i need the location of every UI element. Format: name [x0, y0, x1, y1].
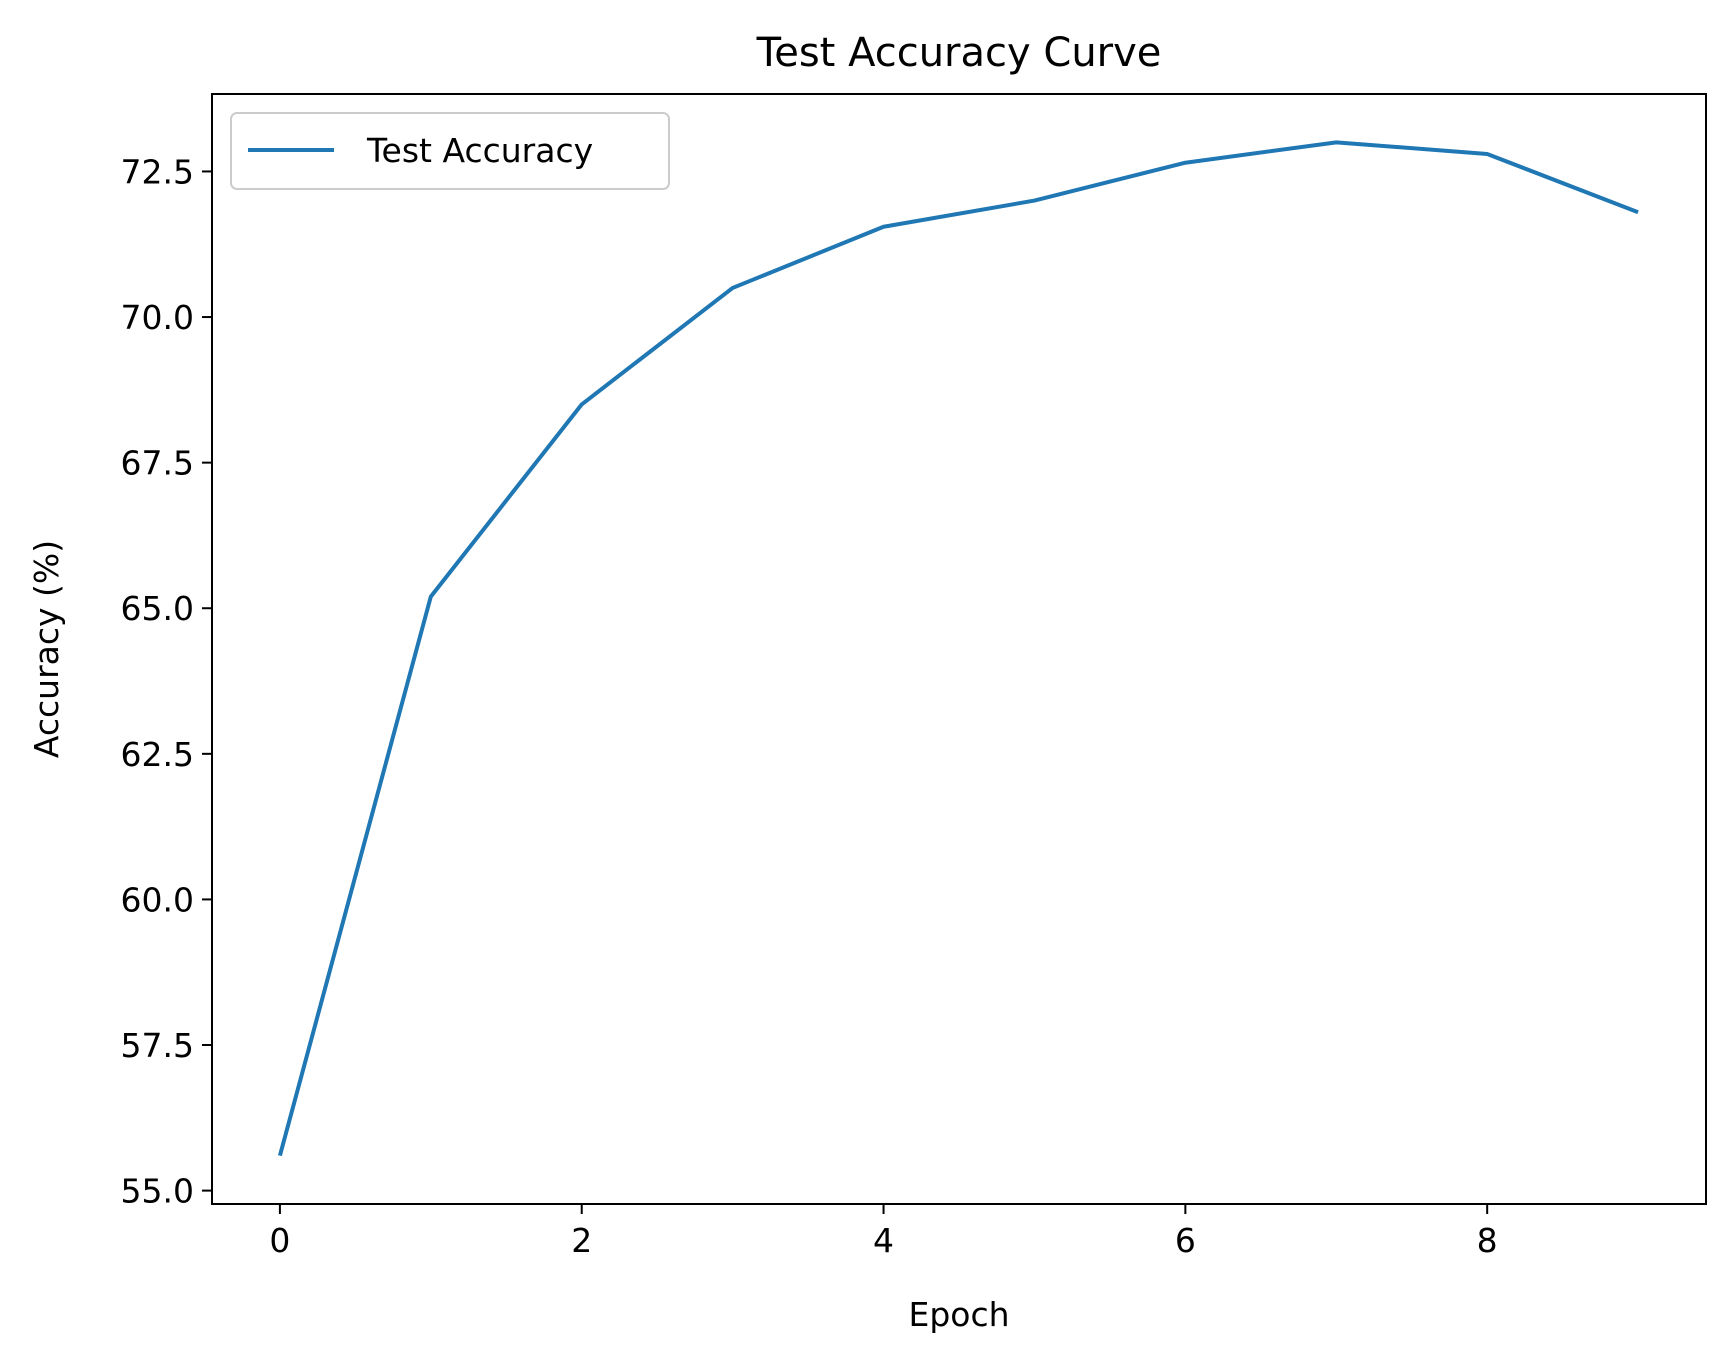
x-axis-label: Epoch	[908, 1295, 1009, 1334]
y-axis-label: Accuracy (%)	[27, 540, 66, 758]
legend: Test Accuracy	[230, 112, 670, 190]
y-tick-label: 72.5	[121, 152, 194, 191]
y-tick-label: 67.5	[121, 444, 194, 483]
x-axis-ticks: 0 2 4 6 8	[269, 1204, 1498, 1260]
x-tick-label: 0	[269, 1221, 290, 1260]
x-tick-label: 4	[873, 1221, 894, 1260]
y-axis-ticks: 55.0 57.5 60.0 62.5 65.0 67.5 70.0 72.5	[121, 152, 212, 1211]
y-tick-label: 65.0	[121, 589, 194, 628]
plot-area-frame	[211, 93, 1707, 1205]
y-tick-label: 55.0	[121, 1172, 194, 1211]
x-tick-label: 2	[571, 1221, 592, 1260]
series-layer	[277, 140, 1639, 1157]
y-tick-label: 60.0	[121, 880, 194, 919]
x-tick-label: 8	[1477, 1221, 1498, 1260]
series-line-test-accuracy	[277, 140, 1639, 1157]
y-tick-label: 62.5	[121, 735, 194, 774]
y-tick-label: 70.0	[121, 298, 194, 337]
x-tick-label: 6	[1175, 1221, 1196, 1260]
legend-box	[230, 112, 670, 190]
chart-title: Test Accuracy Curve	[756, 30, 1162, 76]
legend-label-test-accuracy: Test Accuracy	[366, 131, 593, 170]
y-tick-label: 57.5	[121, 1026, 194, 1065]
